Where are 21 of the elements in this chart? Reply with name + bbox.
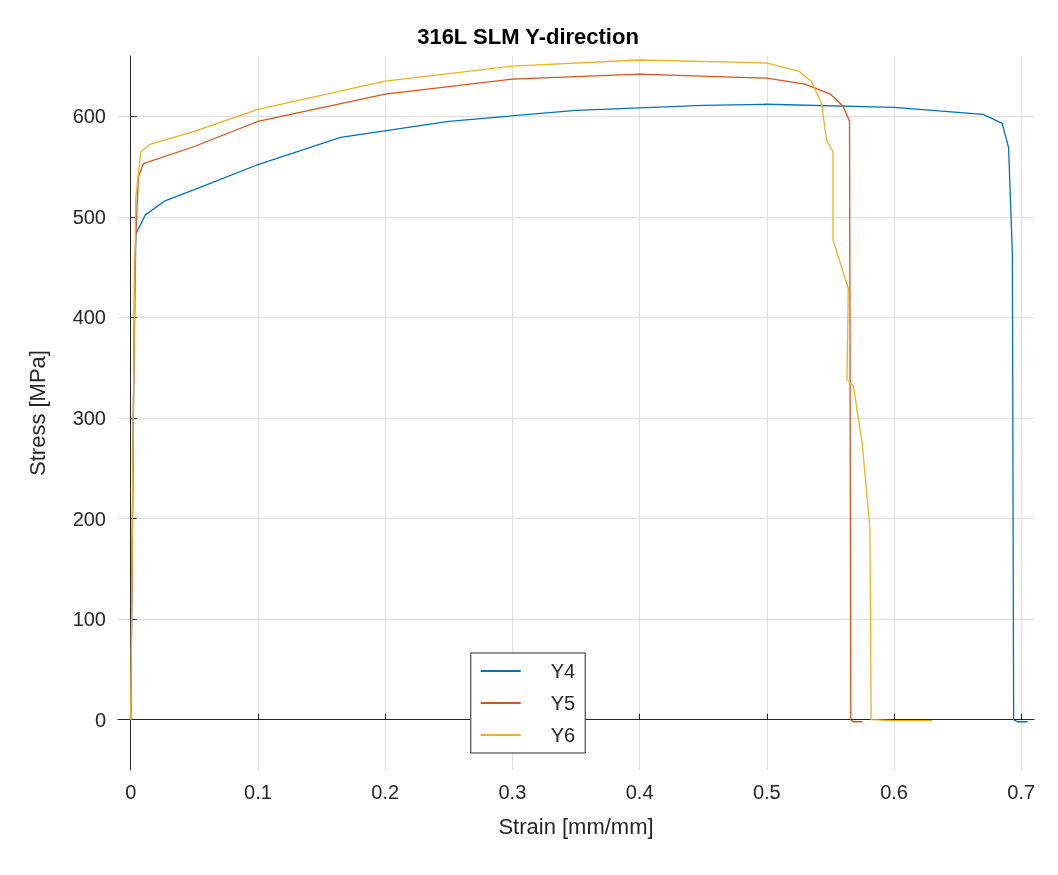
chart-title: 316L SLM Y-direction: [417, 23, 639, 49]
x-tick-label: 0.1: [244, 781, 272, 803]
legend-label: Y5: [550, 692, 576, 714]
x-tick-label: 0.6: [880, 781, 908, 803]
y-tick-label: 600: [72, 105, 106, 128]
y-axis-title: Stress [MPa]: [24, 350, 50, 476]
x-tick-label: 0.2: [371, 781, 400, 803]
y-tick-label: 100: [72, 608, 106, 631]
y-tick-label: 200: [72, 507, 106, 530]
y-tick-label: 300: [72, 407, 106, 430]
x-tick-label: 0.7: [1007, 781, 1036, 803]
x-tick-label: 0.5: [752, 781, 781, 803]
y-tick-label: 500: [72, 205, 106, 228]
y-tick-label: 0: [94, 708, 106, 731]
x-axis-title: Strain [mm/mm]: [498, 813, 654, 839]
legend-label: Y6: [550, 724, 576, 746]
y-tick-label: 400: [72, 306, 106, 329]
x-tick-label: 0.3: [498, 781, 527, 803]
x-tick-label: 0: [125, 781, 137, 803]
x-tick-label: 0.4: [625, 781, 654, 803]
legend-label: Y4: [550, 660, 576, 682]
